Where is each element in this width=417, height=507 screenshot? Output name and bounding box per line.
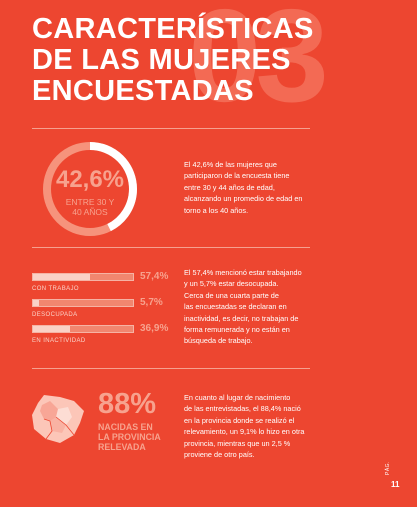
divider-bottom xyxy=(32,368,310,369)
bar-label-unemployed: DESOCUPADA xyxy=(32,312,78,318)
bar-fill-inactive xyxy=(33,326,70,332)
birthplace-percentage: 88% xyxy=(98,388,157,420)
birthplace-description: En cuanto al lugar de nacimiento de las … xyxy=(184,392,319,460)
title-line-3: ENCUESTADAS xyxy=(32,75,254,107)
age-text-line-2: participaron de la encuesta tiene xyxy=(184,171,290,181)
page-label: PÁG. xyxy=(385,461,391,475)
employment-text-line-4: las encuestadas se declaran en xyxy=(184,302,287,312)
birthplace-text-line-2: de las entrevistadas, el 88,4% nació xyxy=(184,404,301,414)
birthplace-text-line-4: relevamiento, un 9,1% lo hizo en otra xyxy=(184,427,305,437)
age-caption: ENTRE 30 Y 40 AÑOS xyxy=(42,197,138,217)
background-section-number: 03 xyxy=(188,0,329,129)
birthplace-caption: NACIDAS EN LA PROVINCIA RELEVADA xyxy=(98,422,161,452)
birthplace-text-line-3: en la provincia donde se realizó el xyxy=(184,415,295,425)
birthplace-caption-line-2: LA PROVINCIA xyxy=(98,432,161,442)
age-percentage: 42,6% xyxy=(55,166,125,193)
page-number: 11 xyxy=(391,480,400,489)
employment-text-line-7: búsqueda de trabajo. xyxy=(184,336,253,346)
bar-track xyxy=(32,325,134,333)
age-text-line-1: El 42,6% de las mujeres que xyxy=(184,160,277,169)
birthplace-caption-line-1: NACIDAS EN xyxy=(98,422,153,432)
age-text-line-4: alcanzando un promedio de edad en xyxy=(184,194,303,204)
employment-text-line-5: inactividad, es decir, no trabajan de xyxy=(184,313,299,323)
age-text-line-5: torno a los 40 años. xyxy=(184,205,249,215)
employment-text-line-3: Cerca de una cuarta parte de xyxy=(184,290,279,300)
page-indicator: PÁG. 11 xyxy=(383,461,409,496)
title-line-1: CARACTERÍSTICAS xyxy=(32,13,314,45)
bar-label-inactive: EN INACTIVIDAD xyxy=(32,338,86,344)
bar-label-employed: CON TRABAJO xyxy=(32,286,79,292)
birthplace-text-line-1: En cuanto al lugar de nacimiento xyxy=(184,393,291,402)
map-border xyxy=(55,416,75,436)
employment-description: El 57,4% mencionó estar trabajando y un … xyxy=(184,267,319,347)
employment-text-line-6: forma remunerada y no están en xyxy=(184,325,290,335)
page-title: CARACTERÍSTICAS DE LAS MUJERES ENCUESTAD… xyxy=(32,14,314,107)
age-donut-chart xyxy=(43,142,137,236)
donut-value-arc xyxy=(43,142,137,236)
map-region xyxy=(50,417,66,433)
birthplace-caption-line-3: RELEVADA xyxy=(98,442,146,452)
bar-fill-unemployed xyxy=(33,300,39,306)
map-border xyxy=(43,418,53,440)
employment-text-line-1: El 57,4% mencionó estar trabajando xyxy=(184,268,302,277)
age-text-line-3: entre 30 y 44 años de edad, xyxy=(184,182,275,192)
bar-value-inactive: 36,9% xyxy=(140,323,169,334)
bar-value-unemployed: 5,7% xyxy=(140,297,163,308)
birthplace-text-line-5: provincia, mientras que un 2,5 % xyxy=(184,438,291,448)
map-region xyxy=(40,401,58,421)
age-description: El 42,6% de las mujeres que participaron… xyxy=(184,159,319,216)
employment-text-line-2: y un 5,7% estar desocupada. xyxy=(184,279,279,289)
birthplace-text-line-6: proviene de otro país. xyxy=(184,450,255,460)
bar-track xyxy=(32,299,134,307)
age-caption-line-2: 40 AÑOS xyxy=(72,207,108,217)
map-region xyxy=(56,407,72,425)
bar-track xyxy=(32,273,134,281)
province-map-icon xyxy=(32,395,84,443)
age-caption-line-1: ENTRE 30 Y xyxy=(65,197,115,207)
divider-top xyxy=(32,128,310,129)
title-line-2: DE LAS MUJERES xyxy=(32,44,291,76)
bar-value-employed: 57,4% xyxy=(140,271,169,282)
divider-middle xyxy=(32,247,310,248)
bar-fill-employed xyxy=(33,274,91,280)
